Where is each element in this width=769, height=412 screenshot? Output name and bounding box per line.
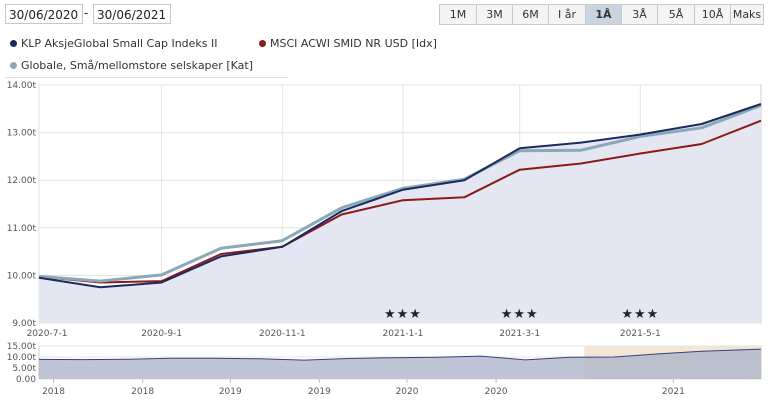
- rating-stars: ★★★: [501, 307, 539, 322]
- legend-dot-index: [259, 40, 266, 47]
- x-tick-label: 2021-5-1: [620, 329, 661, 339]
- fund-area-fill: [39, 104, 761, 323]
- rating-stars: ★★★: [384, 307, 422, 322]
- fund-line: [38, 103, 762, 289]
- navigator-y-tick-label: 10.00t: [7, 353, 37, 363]
- category-line: [38, 104, 762, 283]
- y-tick-label: 11.00t: [7, 224, 37, 234]
- date-separator: -: [84, 6, 89, 20]
- legend-item-category[interactable]: Globale, Små/mellomstore selskaper [Kat]: [10, 59, 253, 72]
- rating-stars: ★★★: [621, 307, 659, 322]
- range-button-group: 1M 3M 6M I år 1Å 3Å 5Å 10Å Maks: [439, 4, 764, 25]
- legend-item-fund[interactable]: KLP AksjeGlobal Small Cap Indeks II: [10, 37, 218, 50]
- index-line: [38, 119, 762, 284]
- date-from-input[interactable]: 30/06/2020: [5, 4, 83, 24]
- range-button-1y[interactable]: 1Å: [586, 5, 622, 24]
- navigator-y-tick-label: 5.00t: [12, 364, 36, 374]
- legend-label-fund: KLP AksjeGlobal Small Cap Indeks II: [21, 37, 218, 50]
- navigator-x-tick-label: 2018: [42, 387, 65, 397]
- range-button-6m[interactable]: 6M: [513, 5, 549, 24]
- navigator-y-tick-label: 15.00t: [7, 342, 37, 352]
- legend-dot-category: [10, 62, 17, 69]
- navigator-line: [38, 348, 762, 361]
- range-button-5y[interactable]: 5Å: [658, 5, 695, 24]
- x-tick-label: 2021-3-1: [499, 329, 540, 339]
- navigator-y-tick-label: 0.00: [16, 375, 36, 385]
- range-button-1m[interactable]: 1M: [440, 5, 477, 24]
- navigator-x-tick-label: 2019: [308, 387, 331, 397]
- legend-item-index[interactable]: MSCI ACWI SMID NR USD [Idx]: [259, 37, 437, 50]
- range-button-3m[interactable]: 3M: [477, 5, 513, 24]
- y-tick-label: 14.00t: [7, 81, 37, 91]
- navigator-x-tick-label: 2021: [662, 387, 685, 397]
- y-tick-label: 13.00t: [7, 129, 37, 139]
- x-tick-label: 2020-9-1: [141, 329, 182, 339]
- navigator-x-tick-label: 2020: [396, 387, 419, 397]
- navigator-area-fill: [39, 349, 761, 379]
- x-tick-label: 2020-11-1: [259, 329, 306, 339]
- legend-label-index: MSCI ACWI SMID NR USD [Idx]: [270, 37, 437, 50]
- date-to-input[interactable]: 30/06/2021: [93, 4, 171, 24]
- range-button-max[interactable]: Maks: [732, 8, 762, 21]
- x-tick-label: 2020-7-1: [27, 329, 68, 339]
- range-button-10y[interactable]: 10Å: [695, 5, 731, 24]
- legend-label-category: Globale, Små/mellomstore selskaper [Kat]: [21, 59, 253, 72]
- legend-dot-fund: [10, 40, 17, 47]
- navigator-x-tick-label: 2018: [131, 387, 154, 397]
- navigator-x-tick-label: 2020: [485, 387, 508, 397]
- range-button-ytd[interactable]: I år: [549, 5, 586, 24]
- navigator-x-tick-label: 2019: [219, 387, 242, 397]
- x-tick-label: 2021-1-1: [383, 329, 424, 339]
- y-tick-label: 9.00t: [12, 319, 36, 329]
- y-tick-label: 10.00t: [7, 271, 37, 281]
- chart-legend: KLP AksjeGlobal Small Cap Indeks II MSCI…: [5, 33, 437, 78]
- range-button-3y[interactable]: 3Å: [622, 5, 658, 24]
- y-tick-label: 12.00t: [7, 176, 37, 186]
